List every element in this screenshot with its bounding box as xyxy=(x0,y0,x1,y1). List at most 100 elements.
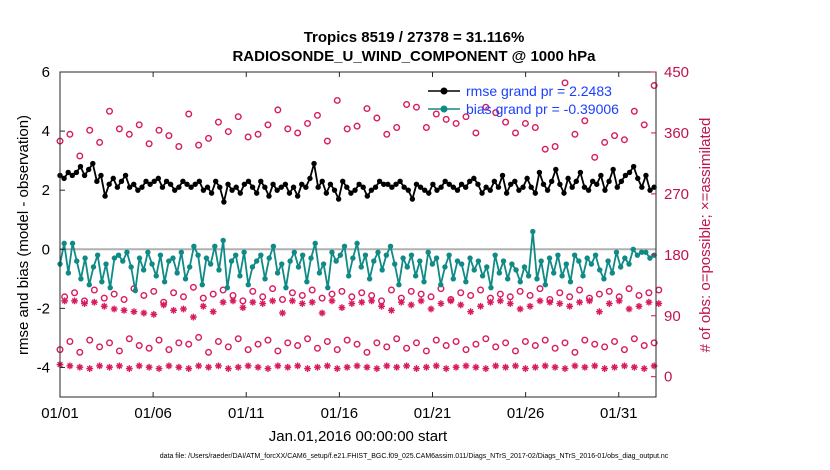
series-point xyxy=(442,178,448,185)
obs-possible-marker xyxy=(601,138,609,146)
series-point xyxy=(270,181,276,187)
obs-possible-marker xyxy=(358,289,366,297)
obs-assimilated-marker xyxy=(437,300,445,307)
asterisk-stroke xyxy=(324,362,331,369)
asterisk-stroke xyxy=(230,297,236,304)
obs-assimilated-marker xyxy=(586,297,593,305)
series-point xyxy=(295,264,302,270)
obs-possible-marker xyxy=(165,132,173,140)
obs-possible-marker xyxy=(640,121,648,129)
obs-assimilated-marker xyxy=(591,362,599,370)
series-point xyxy=(333,258,339,264)
asterisk-stroke xyxy=(279,310,286,316)
obs-possible-marker xyxy=(467,291,475,299)
series-point xyxy=(421,187,428,193)
series-point xyxy=(634,252,641,258)
series-point xyxy=(425,249,431,255)
series-point xyxy=(520,184,526,190)
asterisk-stroke xyxy=(586,297,593,304)
obs-assimilated-marker xyxy=(482,365,490,372)
obs-assimilated-marker xyxy=(294,362,302,370)
obs-possible-marker xyxy=(512,347,520,355)
obs-possible-marker xyxy=(298,291,306,299)
obs-possible-marker xyxy=(650,339,658,347)
series-point xyxy=(237,273,243,279)
series-point xyxy=(475,181,481,187)
series-point xyxy=(408,252,415,258)
asterisk-stroke xyxy=(473,364,479,371)
series-point xyxy=(124,249,130,255)
obs-assimilated-marker xyxy=(284,363,292,371)
series-point xyxy=(279,261,285,267)
series-point xyxy=(241,249,247,255)
obs-possible-marker xyxy=(353,122,361,130)
series-point xyxy=(397,178,403,185)
series-point xyxy=(585,187,592,193)
obs-possible-marker xyxy=(338,287,346,295)
obs-possible-marker xyxy=(571,130,579,138)
obs-possible-marker xyxy=(383,130,391,138)
asterisk-stroke xyxy=(626,306,632,312)
obs-assimilated-marker xyxy=(358,298,366,306)
series-point xyxy=(337,252,344,258)
series-point xyxy=(196,178,203,185)
series-point xyxy=(513,267,519,273)
obs-possible-marker xyxy=(581,117,589,125)
asterisk-stroke xyxy=(195,362,202,369)
asterisk-stroke xyxy=(457,302,464,308)
obs-assimilated-marker xyxy=(135,362,143,370)
asterisk-stroke xyxy=(205,364,212,371)
series-point xyxy=(110,175,116,182)
series-point xyxy=(393,181,399,187)
asterisk-stroke xyxy=(269,297,276,304)
obs-assimilated-marker xyxy=(224,365,232,372)
y-right-tick-label: 450 xyxy=(664,64,689,81)
obs-assimilated-marker xyxy=(427,305,435,313)
obs-assimilated-marker xyxy=(234,363,242,371)
obs-assimilated-marker xyxy=(343,363,351,371)
series-point xyxy=(262,276,268,282)
series-point xyxy=(82,255,88,261)
series-point xyxy=(283,284,289,291)
asterisk-stroke xyxy=(140,310,147,316)
series-point xyxy=(348,190,354,196)
series-point xyxy=(111,255,118,261)
asterisk-stroke xyxy=(220,299,226,306)
series-point xyxy=(266,255,272,261)
x-axis-label: Jan.01,2016 00:00:00 start xyxy=(269,428,448,445)
obs-possible-marker xyxy=(373,339,381,347)
asterisk-stroke xyxy=(299,300,306,307)
series-point xyxy=(161,279,168,285)
series-point xyxy=(315,184,321,190)
asterisk-stroke xyxy=(552,364,558,371)
obs-possible-marker xyxy=(269,285,277,293)
asterisk-stroke xyxy=(512,362,519,369)
series-point xyxy=(508,181,514,187)
series-point xyxy=(530,228,536,235)
asterisk-stroke xyxy=(344,364,351,371)
obs-possible-marker xyxy=(288,289,296,297)
obs-possible-marker xyxy=(482,335,490,343)
obs-assimilated-marker xyxy=(571,362,579,370)
y-right-tick-label: 360 xyxy=(664,125,689,142)
series-point xyxy=(203,255,210,261)
obs-possible-marker xyxy=(521,119,529,127)
series-point xyxy=(221,199,227,205)
obs-assimilated-marker xyxy=(180,305,187,313)
series-point xyxy=(454,187,461,193)
series-point xyxy=(499,172,506,179)
series-point xyxy=(65,270,72,276)
series-point xyxy=(99,279,105,285)
series-point xyxy=(180,178,186,185)
series-point xyxy=(311,160,317,167)
series-point xyxy=(249,264,256,270)
series-point xyxy=(151,178,157,185)
asterisk-stroke xyxy=(502,364,509,371)
asterisk-stroke xyxy=(91,299,98,306)
obs-possible-marker xyxy=(323,137,331,145)
obs-assimilated-marker xyxy=(81,300,88,307)
series-point xyxy=(344,184,350,190)
series-point xyxy=(479,273,486,279)
obs-assimilated-marker xyxy=(353,362,361,370)
series-point xyxy=(86,282,92,288)
